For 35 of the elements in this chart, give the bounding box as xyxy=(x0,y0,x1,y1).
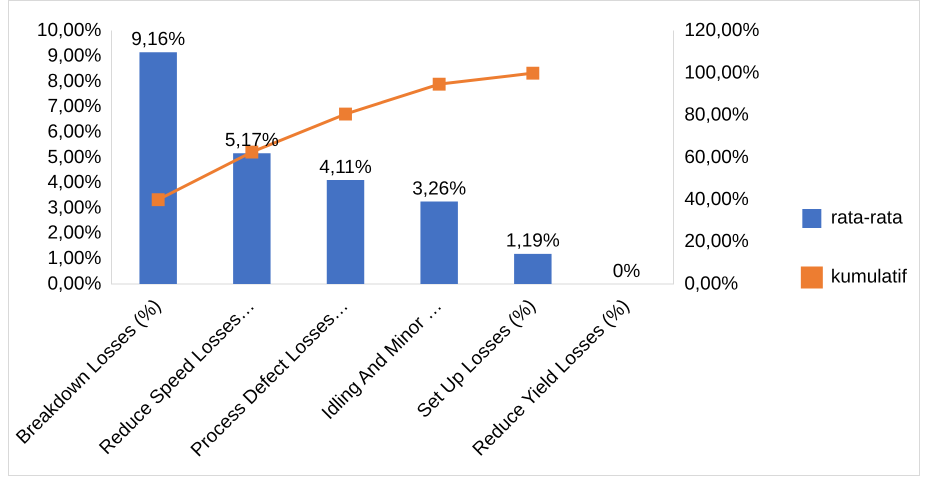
bar xyxy=(420,202,458,284)
y2-tick-label: 40,00% xyxy=(684,188,749,210)
point xyxy=(152,193,165,206)
y-tick-label: 8,00% xyxy=(47,70,102,92)
y2-tick-label: 80,00% xyxy=(684,104,749,126)
y-tick-label: 9,00% xyxy=(47,46,102,67)
y2-tick-label: 20,00% xyxy=(684,231,749,252)
y-tick-label: 5,00% xyxy=(47,146,102,168)
data-label: 1,19% xyxy=(506,230,560,252)
data-label: 0% xyxy=(612,260,640,282)
point xyxy=(339,108,352,121)
data-label: 4,11% xyxy=(319,156,372,178)
bar xyxy=(233,153,271,284)
data-label: 9,16% xyxy=(131,28,186,50)
point xyxy=(432,78,446,91)
point xyxy=(526,66,540,80)
y-tick-label: 0,00% xyxy=(47,273,102,294)
y2-tick-label: 100,00% xyxy=(684,62,760,84)
bar xyxy=(326,180,364,284)
y-tick-label: 10,00% xyxy=(36,20,102,42)
y-tick-label: 3,00% xyxy=(47,197,102,218)
data-label: 5,17% xyxy=(224,130,279,151)
y-tick-label: 7,00% xyxy=(47,96,102,118)
legend-label: rata-rata xyxy=(830,208,904,229)
bar xyxy=(139,52,177,284)
legend-label: kumulatif xyxy=(830,266,908,288)
y-tick-label: 6,00% xyxy=(47,121,102,142)
y-tick-label: 2,00% xyxy=(47,222,102,244)
y2-tick-label: 0,00% xyxy=(684,273,738,294)
data-label: 3,26% xyxy=(412,178,466,200)
y-tick-label: 1,00% xyxy=(47,248,102,269)
y2-tick-label: 120,00% xyxy=(684,20,760,42)
bar xyxy=(514,254,552,284)
y2-tick-label: 60,00% xyxy=(684,146,749,168)
y-tick-label: 4,00% xyxy=(47,172,102,194)
